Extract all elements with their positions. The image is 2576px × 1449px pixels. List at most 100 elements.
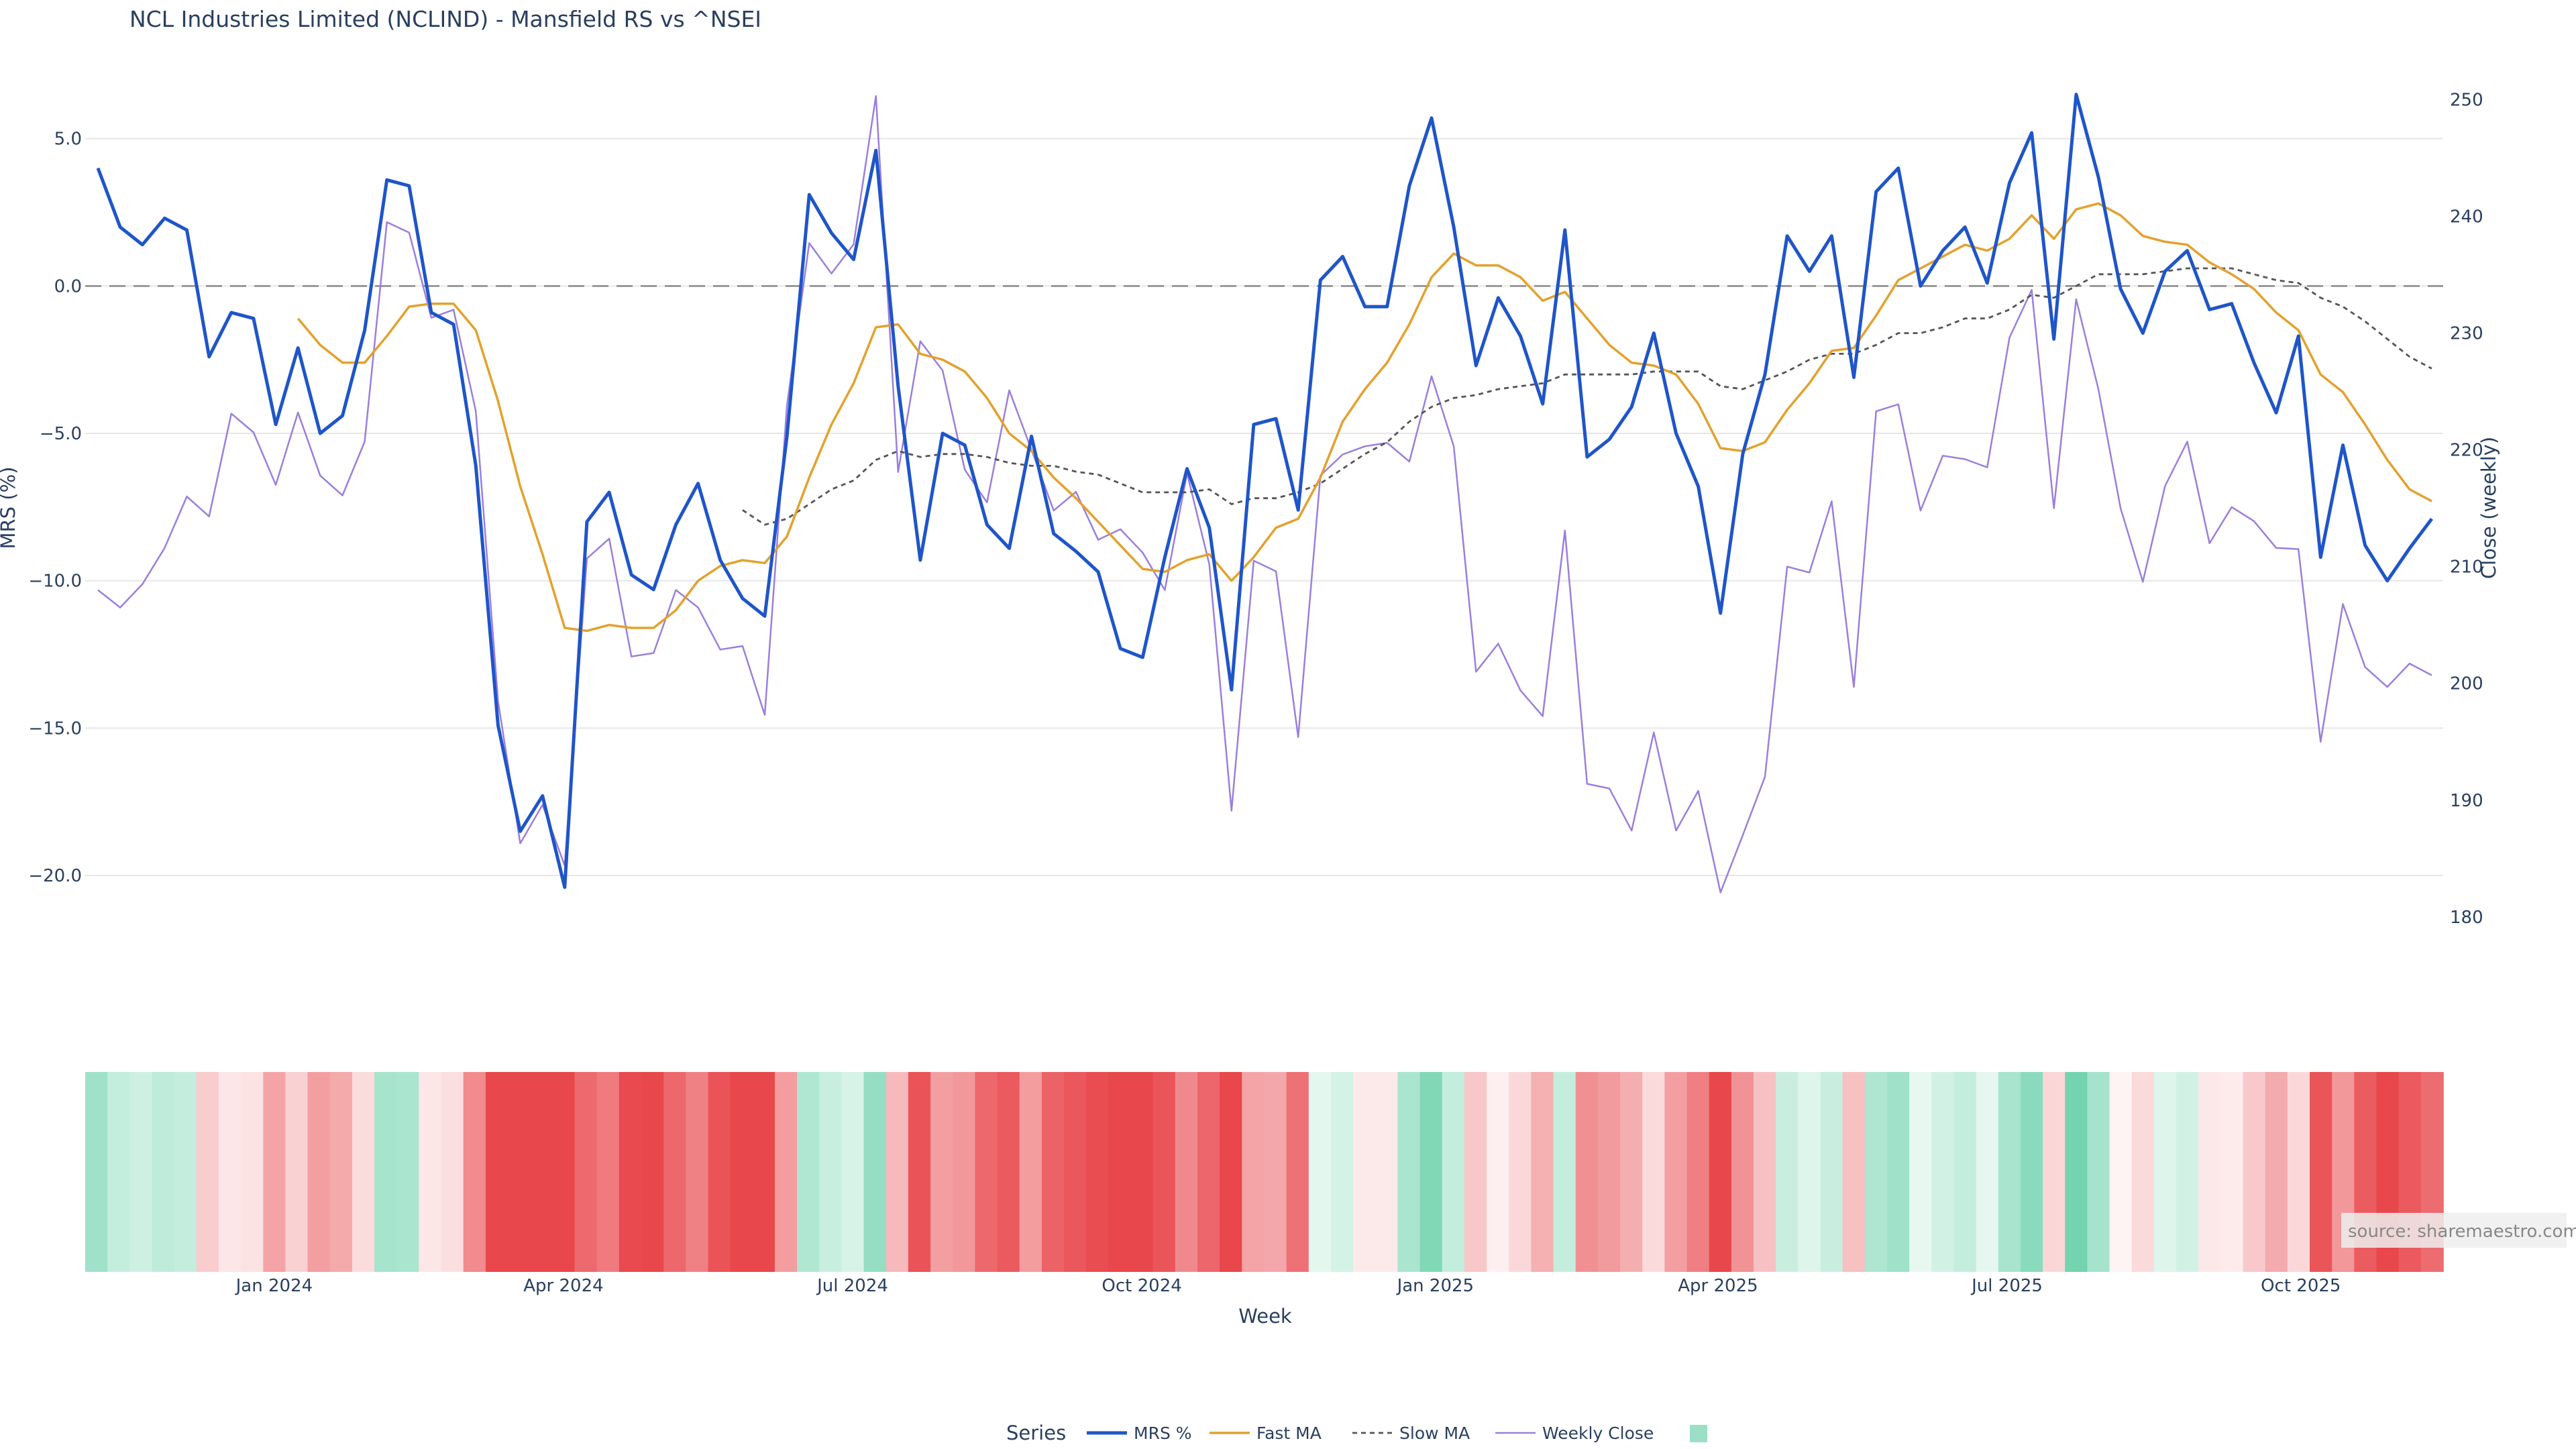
- heatmap-cell: [752, 1072, 775, 1272]
- heatmap-cell: [419, 1072, 442, 1272]
- heatmap-cell: [1197, 1072, 1220, 1272]
- heatmap-cell: [1776, 1072, 1799, 1272]
- heatmap-cell: [2220, 1072, 2244, 1272]
- heatmap-cell: [1108, 1072, 1132, 1272]
- heatmap-cell: [641, 1072, 664, 1272]
- y-tick-label: −10.0: [28, 572, 82, 592]
- heatmap-cell: [975, 1072, 998, 1272]
- heatmap-cell: [819, 1072, 843, 1272]
- x-tick-label: Jan 2024: [235, 1276, 313, 1296]
- x-tick-label: Apr 2025: [1678, 1276, 1758, 1296]
- heatmap-cell: [2109, 1072, 2133, 1272]
- x-tick-label: Oct 2024: [1102, 1276, 1181, 1296]
- legend-item[interactable]: MRS %: [1087, 1424, 1192, 1443]
- heatmap-cell: [619, 1072, 642, 1272]
- heatmap-cell: [1976, 1072, 1999, 1272]
- heatmap-cell: [352, 1072, 375, 1272]
- heatmap-cell: [1909, 1072, 1933, 1272]
- heatmap-cell: [2310, 1072, 2332, 1272]
- heatmap-cell: [552, 1072, 576, 1272]
- heatmap-cell: [863, 1072, 887, 1272]
- heatmap-cell: [574, 1072, 598, 1272]
- heatmap-cell: [663, 1072, 687, 1272]
- heatmap-cell: [1375, 1072, 1399, 1272]
- heatmap-cell: [285, 1072, 309, 1272]
- heatmap-cell: [2020, 1072, 2043, 1272]
- heatmap-cell: [2198, 1072, 2222, 1272]
- x-axis-label: Week: [1238, 1305, 1292, 1328]
- heatmap-cell: [730, 1072, 753, 1272]
- y2-tick-label: 210: [2450, 557, 2483, 578]
- legend-item[interactable]: Fast MA: [1210, 1424, 1322, 1443]
- heatmap-cell: [1442, 1072, 1465, 1272]
- heatmap-cell: [196, 1072, 219, 1272]
- y2-tick-label: 190: [2450, 791, 2483, 811]
- y-axis-ticks: 5.0 0.0 −5.0 −10.0 −15.0 −20.0: [28, 129, 82, 886]
- heatmap-cell: [1152, 1072, 1176, 1272]
- chart-title: NCL Industries Limited (NCLIND) - Mansfi…: [129, 6, 761, 32]
- legend-heatmap-swatch[interactable]: [1690, 1425, 1707, 1442]
- heatmap-cell: [1731, 1072, 1754, 1272]
- heatmap-cell: [1620, 1072, 1644, 1272]
- x-axis-ticks: Jan 2024 Apr 2024 Jul 2024 Oct 2024 Jan 2025…: [235, 1276, 2341, 1296]
- legend-title: Series: [1006, 1421, 1066, 1444]
- heatmap-cell: [908, 1072, 931, 1272]
- heatmap-cell: [1886, 1072, 1910, 1272]
- heatmap-strip: [85, 1072, 2444, 1272]
- series-fast-ma: [297, 202, 2432, 633]
- y2-tick-label: 220: [2450, 441, 2483, 461]
- heatmap-cell: [1419, 1072, 1443, 1272]
- heatmap-cell: [774, 1072, 798, 1272]
- heatmap-cell: [1464, 1072, 1487, 1272]
- heatmap-cell: [129, 1072, 153, 1272]
- heatmap-cell: [241, 1072, 264, 1272]
- heatmap-cell: [530, 1072, 553, 1272]
- legend-label: Weekly Close: [1542, 1424, 1654, 1443]
- x-tick-label: Apr 2024: [523, 1276, 603, 1296]
- heatmap-cell: [1330, 1072, 1354, 1272]
- heatmap-cell: [85, 1072, 108, 1272]
- heatmap-cell: [841, 1072, 865, 1272]
- y2-axis-ticks: 180 190 200 210 220 230 240 250: [2450, 90, 2483, 928]
- heatmap-cell: [152, 1072, 175, 1272]
- y2-axis-label: Close (weekly): [2477, 437, 2500, 579]
- heatmap-cell: [1553, 1072, 1576, 1272]
- heatmap-cell: [2243, 1072, 2266, 1272]
- legend-item[interactable]: Weekly Close: [1495, 1424, 1654, 1443]
- series-weekly-close: [97, 95, 2432, 894]
- source-annotation: source: sharemaestro.com: [2341, 1213, 2576, 1248]
- y-tick-label: −5.0: [40, 424, 82, 444]
- y-tick-label: −15.0: [28, 718, 82, 739]
- heatmap-cell: [2265, 1072, 2288, 1272]
- legend-label: Slow MA: [1399, 1424, 1470, 1443]
- x-tick-label: Jul 2024: [816, 1276, 888, 1296]
- heatmap-cell: [1864, 1072, 1888, 1272]
- heatmap-cell: [797, 1072, 820, 1272]
- legend-item[interactable]: Slow MA: [1352, 1424, 1470, 1443]
- heatmap-cell: [1130, 1072, 1154, 1272]
- heatmap-cell: [263, 1072, 286, 1272]
- heatmap-cell: [1353, 1072, 1377, 1272]
- legend-label: Fast MA: [1256, 1424, 1322, 1443]
- heatmap-cell: [1798, 1072, 1821, 1272]
- heatmap-cell: [1509, 1072, 1532, 1272]
- heatmap-cell: [2287, 1072, 2310, 1272]
- legend-label: MRS %: [1134, 1424, 1192, 1443]
- heatmap-cell: [1019, 1072, 1042, 1272]
- heatmap-cell: [1664, 1072, 1688, 1272]
- heatmap-cell: [374, 1072, 398, 1272]
- heatmap-cell: [218, 1072, 241, 1272]
- heatmap-cell: [1220, 1072, 1243, 1272]
- heatmap-cell: [2065, 1072, 2088, 1272]
- heatmap-cell: [307, 1072, 331, 1272]
- heatmap-cell: [329, 1072, 353, 1272]
- heatmap-cell: [1531, 1072, 1554, 1272]
- heatmap-cell: [2043, 1072, 2066, 1272]
- heatmap-cell: [708, 1072, 731, 1272]
- source-text: source: sharemaestro.com: [2348, 1222, 2576, 1242]
- y-tick-label: 5.0: [54, 129, 82, 150]
- heatmap-cell: [1242, 1072, 1265, 1272]
- heatmap-cell: [997, 1072, 1020, 1272]
- x-tick-label: Jan 2025: [1396, 1276, 1474, 1296]
